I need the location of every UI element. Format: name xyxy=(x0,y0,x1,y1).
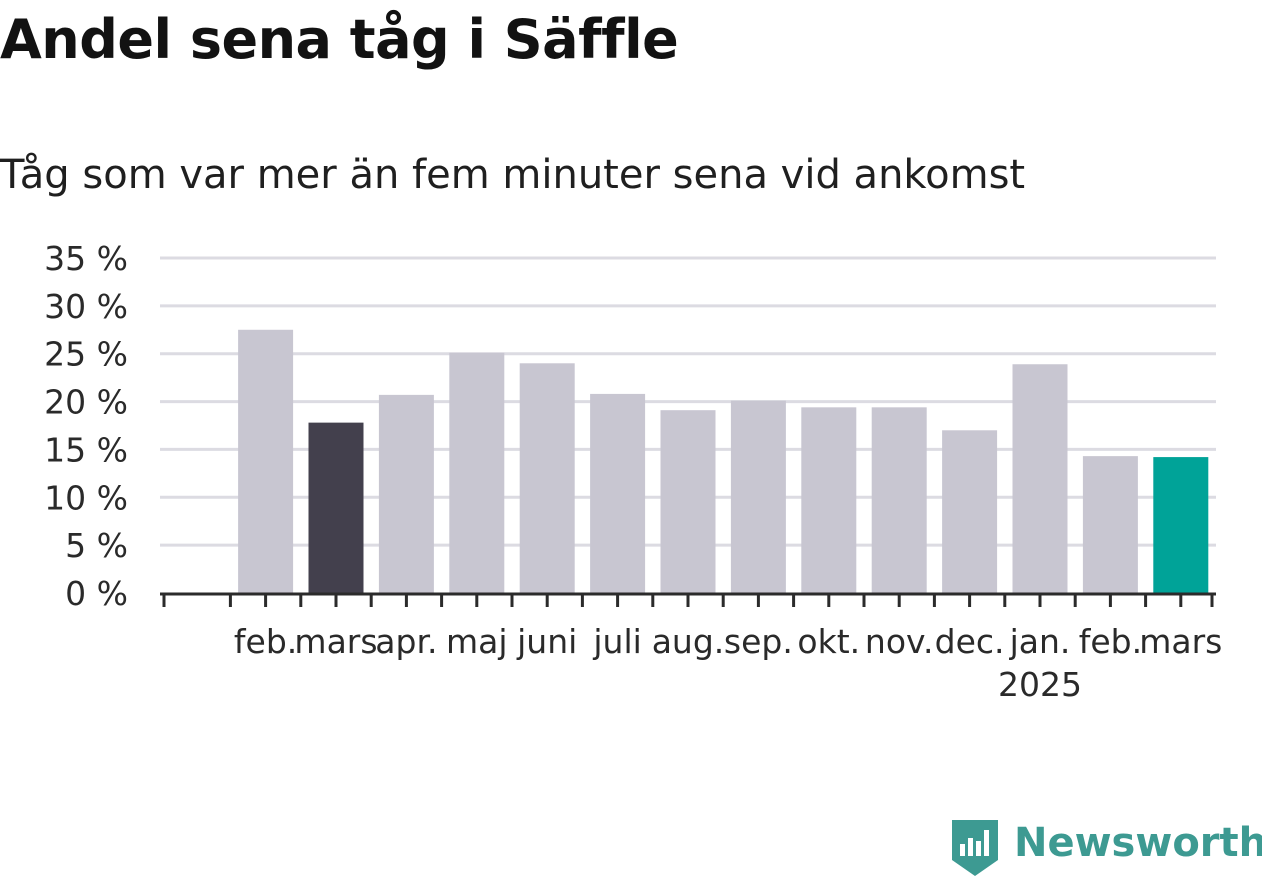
x-tick-label: nov. xyxy=(865,622,934,661)
y-tick-label: 25 % xyxy=(44,335,128,374)
bar xyxy=(378,394,434,593)
x-tick-label: apr. xyxy=(375,622,437,661)
x-axis xyxy=(160,592,1216,607)
bar xyxy=(942,430,998,593)
y-tick-label: 30 % xyxy=(44,287,128,326)
x-tick-label: maj xyxy=(446,622,508,661)
bar xyxy=(1012,364,1068,593)
y-tick-label: 10 % xyxy=(44,478,128,517)
y-tick-label: 35 % xyxy=(44,239,128,278)
chart-subtitle: Tåg som var mer än fem minuter sena vid … xyxy=(0,152,1026,198)
x-tick-label: mars xyxy=(1139,622,1222,661)
bar xyxy=(449,352,505,593)
x-tick-label: juni xyxy=(516,622,577,661)
newsworthy-logo: Newsworthy xyxy=(950,818,1262,880)
bar xyxy=(1153,457,1209,593)
newsworthy-logo-icon xyxy=(952,820,998,876)
bar xyxy=(238,329,294,593)
x-tick-label: feb. xyxy=(234,622,297,661)
brand-name: Newsworthy xyxy=(1014,820,1262,866)
y-tick-label: 15 % xyxy=(44,430,128,469)
y-tick-label: 20 % xyxy=(44,383,128,422)
x-tick-label: dec. xyxy=(935,622,1005,661)
bar xyxy=(590,393,646,593)
y-tick-label: 0 % xyxy=(65,574,128,613)
x-tick-label: juli xyxy=(592,622,641,661)
bar xyxy=(1082,456,1138,593)
x-tick-label: jan. xyxy=(1009,622,1071,661)
bar xyxy=(660,410,716,593)
bar xyxy=(519,363,575,593)
x-year-label: 2025 xyxy=(998,665,1082,704)
chart-title: Andel sena tåg i Säffle xyxy=(0,8,679,71)
y-tick-label: 5 % xyxy=(65,526,128,565)
bars xyxy=(238,329,1209,593)
x-tick-label: feb. xyxy=(1079,622,1142,661)
x-tick-label: okt. xyxy=(797,622,860,661)
x-tick-label: mars xyxy=(294,622,377,661)
x-tick-label: sep. xyxy=(724,622,793,661)
bar xyxy=(308,422,364,593)
bar xyxy=(801,407,857,593)
bar xyxy=(871,407,927,593)
bar xyxy=(730,400,786,593)
x-tick-label: aug. xyxy=(652,622,725,661)
y-axis-ticks: 0 % 5 % 10 % 15 % 20 % 25 % 30 % 35 % xyxy=(44,239,128,613)
